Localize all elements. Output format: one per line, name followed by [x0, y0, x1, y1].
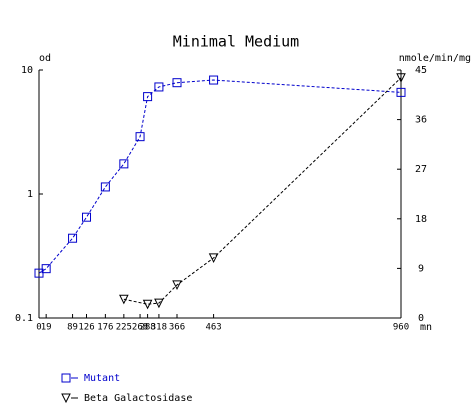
x-tick-label: 126	[78, 323, 94, 333]
data-point	[396, 87, 406, 97]
data-point	[154, 298, 164, 309]
x-tick-label: 0	[36, 323, 41, 333]
x-tick-label: 89	[67, 323, 78, 333]
y-tick-label: 1	[27, 189, 33, 200]
data-point	[396, 73, 406, 83]
x-tick-label: 960	[393, 323, 409, 333]
data-point	[119, 159, 129, 169]
y-tick-label: 0.1	[15, 313, 33, 324]
x-tick-label: 288	[139, 323, 155, 333]
x-tick-label: 318	[151, 323, 167, 333]
y-tick-label: 10	[21, 65, 33, 76]
data-point	[142, 299, 153, 310]
y2-tick-label: 0	[418, 313, 424, 324]
data-point	[68, 233, 78, 243]
data-point	[135, 132, 145, 142]
data-point	[172, 78, 182, 88]
data-point	[143, 92, 153, 102]
data-point	[41, 264, 51, 274]
x-tick-label: 366	[169, 323, 185, 333]
chart-title: Minimal Medium	[173, 33, 299, 51]
y2-tick-label: 36	[415, 115, 427, 126]
x-tick-label: 463	[205, 323, 221, 333]
x-tick-label: 176	[97, 323, 113, 333]
data-point	[119, 294, 129, 305]
y2-tick-label: 9	[418, 263, 424, 274]
data-point	[172, 280, 182, 291]
data-point	[100, 182, 110, 192]
data-point	[208, 253, 219, 264]
y2-tick-label: 18	[415, 214, 427, 225]
x-axis-label: mn	[420, 322, 432, 333]
data-point	[209, 75, 219, 85]
y2-tick-label: 27	[415, 164, 427, 175]
data-point	[82, 212, 92, 222]
x-tick-label: 225	[116, 323, 132, 333]
y2-tick-label: 45	[415, 65, 427, 76]
y-axis-label: od	[39, 53, 51, 64]
y2-axis-label: nmole/min/mg	[399, 53, 471, 64]
x-tick-label: 268	[132, 323, 148, 333]
legend-label: Beta Galactosidase	[84, 393, 192, 404]
series-line	[38, 79, 402, 274]
x-tick-label: 19	[41, 323, 52, 333]
legend-marker	[61, 373, 71, 383]
series-line	[123, 77, 402, 305]
legend-label: Mutant	[84, 373, 120, 384]
data-point	[154, 82, 164, 92]
legend-marker	[61, 393, 71, 404]
